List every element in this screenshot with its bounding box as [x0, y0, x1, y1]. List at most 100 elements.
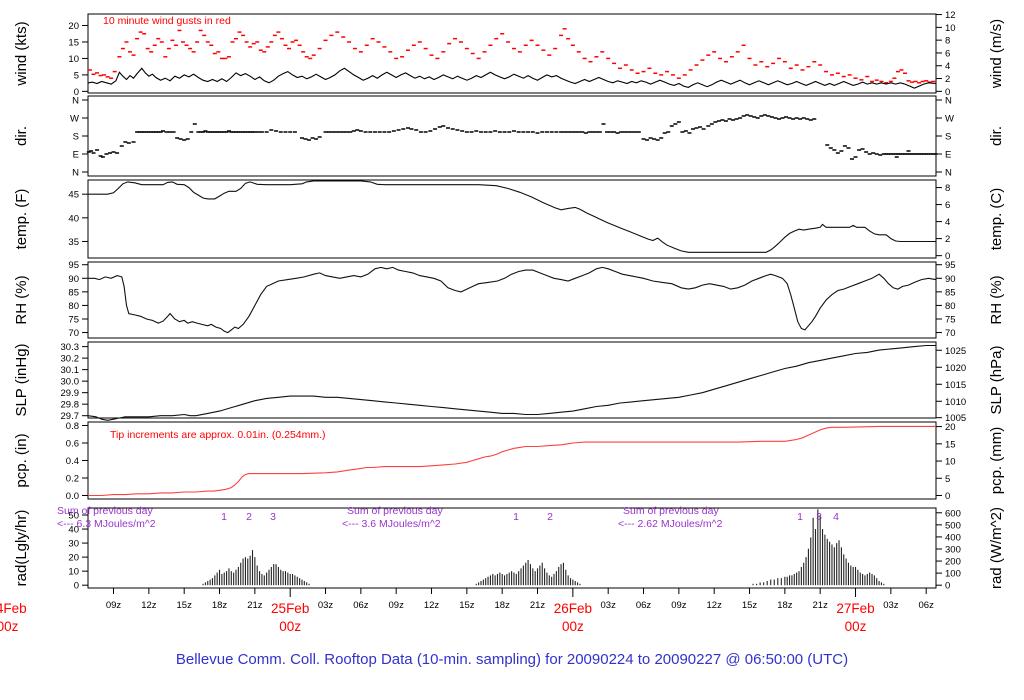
date-label: 27Feb	[836, 601, 874, 616]
tick-label: 95	[68, 260, 79, 271]
tick-label: 200	[945, 557, 961, 568]
tick-label: 12	[945, 10, 956, 21]
chart-title: Bellevue Comm. Coll. Rooftop Data (10-mi…	[175, 651, 849, 668]
tick-label: N	[945, 168, 952, 179]
wind-speed-line	[87, 67, 936, 89]
time-tick-label: 18z	[777, 600, 793, 611]
tick-label: 400	[945, 532, 961, 543]
time-tick-label: 09z	[106, 600, 122, 611]
tick-label: 6	[945, 200, 950, 211]
rad-day-marker: 2	[246, 511, 252, 523]
tick-label: 20	[68, 21, 79, 32]
tick-label: 29.8	[61, 400, 80, 411]
axis-label-right-temp: temp. (C)	[988, 188, 1005, 251]
tick-label: 20	[68, 553, 79, 564]
tick-label: 10	[945, 23, 956, 34]
tick-label: W	[70, 114, 79, 125]
tick-label: 95	[945, 260, 956, 271]
date-label: 00z	[562, 619, 584, 634]
axis-label-left-slp: SLP (inHg)	[13, 343, 30, 416]
tick-label: N	[945, 96, 952, 107]
date-label: 24Feb	[0, 601, 27, 616]
time-tick-label: 06z	[353, 600, 369, 611]
rad-day-marker: 4	[833, 511, 839, 523]
panel-wind: 0 5 10 15 20 0 2 4 68 10 12 wind (kts) wind (m/s)	[13, 10, 1005, 98]
tick-label: 30.1	[61, 365, 80, 376]
time-tick-label: 15z	[459, 600, 475, 611]
tick-label: 15	[945, 439, 956, 450]
rad-sum-day2-line1: Sum of previous day	[347, 505, 443, 517]
tick-label: E	[73, 150, 79, 161]
axis-label-right-slp: SLP (hPa)	[988, 346, 1005, 415]
time-tick-label: 03z	[601, 600, 617, 611]
time-tick-label: 09z	[389, 600, 405, 611]
tick-label: 10	[68, 567, 79, 578]
humidity-line	[87, 266, 936, 334]
tick-label: 20	[945, 422, 956, 433]
tick-label: 1015	[945, 380, 966, 391]
tick-label: N	[72, 168, 79, 179]
time-tick-label: 21z	[247, 600, 263, 611]
date-label: 00z	[0, 619, 19, 634]
tick-label: 4	[945, 61, 950, 72]
rad-sum-day1-line1: Sum of previous day	[57, 505, 153, 517]
tick-label: 1020	[945, 363, 966, 374]
rad-day-marker: 1	[221, 511, 227, 523]
tick-label: 0.0	[66, 491, 79, 502]
tick-label: 70	[68, 328, 79, 339]
wind-direction-scatter	[86, 114, 938, 160]
tick-label: N	[72, 96, 79, 107]
tick-label: S	[73, 132, 79, 143]
tick-label: 90	[945, 274, 956, 285]
axis-label-right-wind: wind (m/s)	[988, 19, 1005, 89]
tick-label: 75	[945, 315, 956, 326]
date-label: 00z	[845, 619, 867, 634]
tick-label: 30.0	[61, 377, 80, 388]
time-tick-label: 21z	[530, 600, 546, 611]
rad-day-marker: 1	[797, 511, 803, 523]
radiation-bars	[202, 509, 885, 586]
tick-label: 30.3	[61, 342, 80, 353]
time-tick-label: 18z	[495, 600, 511, 611]
tick-label: 0.6	[66, 439, 79, 450]
panel-rad: 010203040500100200300400500600rad(Lgly/h…	[13, 507, 1005, 592]
tick-label: 2	[945, 74, 950, 85]
tick-label: 70	[945, 328, 956, 339]
tick-label: 4	[945, 217, 950, 228]
time-tick-label: 06z	[919, 600, 935, 611]
tick-label: 29.9	[61, 388, 80, 399]
rad-sum-day3-line2: <--- 2.62 MJoules/m^2	[618, 518, 723, 530]
time-tick-label: 21z	[813, 600, 829, 611]
tick-label: 1010	[945, 397, 966, 408]
tick-label: W	[945, 114, 954, 125]
tick-label: 35	[68, 237, 79, 248]
time-tick-label: 06z	[636, 600, 652, 611]
tick-label: 0	[945, 251, 950, 262]
tick-label: 90	[68, 274, 79, 285]
tick-label: 6	[945, 48, 950, 59]
tick-label: 500	[945, 520, 961, 531]
tick-label: 2	[945, 234, 950, 245]
rad-sum-day3-line1: Sum of previous day	[623, 505, 719, 517]
tick-label: 80	[945, 301, 956, 312]
panel-pcp: 0.0 0.2 0.4 0.6 0.8 0 5 10 15 20 pcp. (in) pcp. (mm…	[13, 421, 1005, 502]
axis-label-left-rh: RH (%)	[13, 275, 30, 324]
tick-label: 85	[68, 287, 79, 298]
panel-rh: 70 75 80 85 90 95 70 75 80 85 90 95 RH (%) RH (%)	[13, 260, 1005, 339]
time-tick-label: 15z	[742, 600, 758, 611]
axis-label-left-dir: dir.	[13, 126, 30, 146]
time-tick-label: 12z	[424, 600, 440, 611]
axis-label-left-pcp: pcp. (in)	[13, 433, 30, 487]
tick-label: 8	[945, 183, 950, 194]
rad-day-marker: 1	[513, 511, 519, 523]
date-label: 25Feb	[271, 601, 309, 616]
axis-label-left-wind: wind (kts)	[13, 21, 30, 86]
rad-sum-day2-line2: <--- 3.6 MJoules/m^2	[342, 518, 441, 530]
rad-sum-day1-line2: <--- 6.3 MJoules/m^2	[57, 518, 156, 530]
tick-label: 45	[68, 190, 79, 201]
pressure-line	[87, 344, 936, 421]
axis-label-right-dir: dir.	[988, 126, 1005, 146]
tick-label: 1005	[945, 413, 966, 424]
